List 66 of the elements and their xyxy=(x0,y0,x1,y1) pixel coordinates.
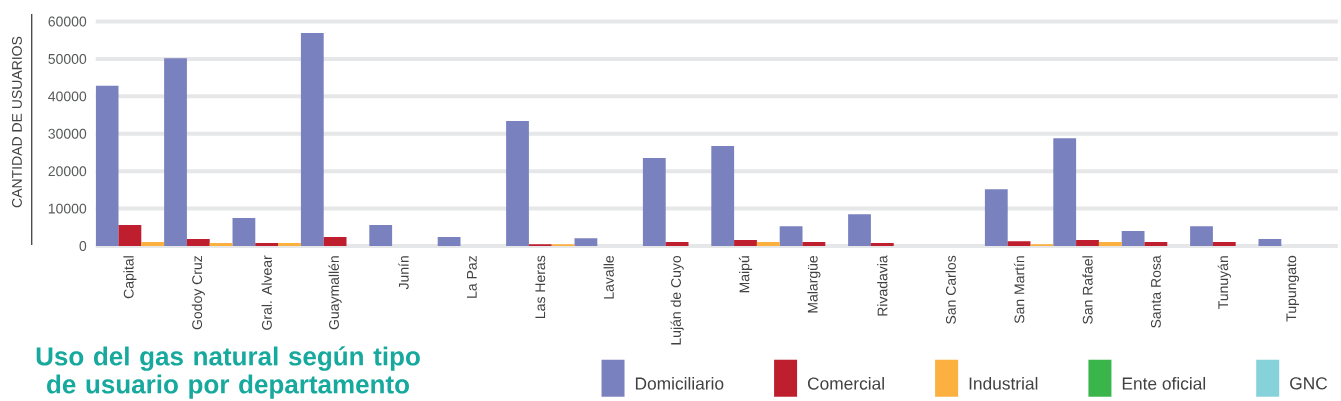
x-tick-label: Godoy Cruz xyxy=(191,256,205,330)
bar xyxy=(1098,241,1122,246)
legend-label: Ente oficial xyxy=(1122,376,1206,390)
x-tick-label: Tupungato xyxy=(1286,255,1299,322)
bar xyxy=(506,121,529,246)
bar xyxy=(186,238,210,246)
bar xyxy=(95,85,119,246)
x-tick-label: Las Heras xyxy=(535,255,546,318)
x-tick-label: San Martín xyxy=(1013,256,1025,324)
x-tick-label: Malargüe xyxy=(807,255,821,313)
bar xyxy=(711,146,735,246)
bar xyxy=(870,243,894,246)
x-tick-label: Santa Rosa xyxy=(1150,255,1161,328)
x-tick-label: Lavalle xyxy=(603,255,614,299)
bar xyxy=(209,243,233,246)
bar xyxy=(1258,238,1282,246)
bar xyxy=(756,241,780,246)
text: Uso del gas natural según tipo de usuario por departamento xyxy=(36,346,420,399)
y-axis-title: CANTIDAD DE USUARIOS xyxy=(12,36,22,208)
y-tick-label: 10000 xyxy=(48,203,87,214)
x-tick-label: Tunuyán xyxy=(1217,256,1231,309)
y-tick-label: 50000 xyxy=(48,53,87,64)
bar xyxy=(848,214,871,246)
x-tick-label: Capital xyxy=(123,256,137,299)
bar xyxy=(323,237,347,246)
x-tick-label: Maipú xyxy=(738,256,753,293)
legend-label: GNC xyxy=(1290,377,1328,390)
x-tick-label: San Rafael xyxy=(1082,256,1093,324)
bar xyxy=(734,240,757,246)
bar xyxy=(574,238,598,246)
bar xyxy=(642,158,666,246)
legend-label: Industrial xyxy=(969,376,1038,390)
bar xyxy=(369,225,393,246)
x-tick-label: La Paz xyxy=(467,256,477,298)
bar xyxy=(1053,138,1077,246)
bar xyxy=(984,189,1008,246)
bar xyxy=(278,243,301,246)
bar xyxy=(665,241,689,246)
x-tick-label: Junín xyxy=(398,256,409,290)
x-tick-label: Rivadavia xyxy=(877,255,888,316)
y-tick-label: 30000 xyxy=(48,128,87,139)
bar xyxy=(164,58,187,246)
x-tick-label: Luján de Cuyo xyxy=(670,255,684,345)
bar xyxy=(232,217,256,246)
bar xyxy=(118,225,142,246)
bar xyxy=(255,243,279,246)
bar xyxy=(141,241,165,246)
bar xyxy=(1007,241,1031,246)
legend-label: Comercial xyxy=(807,376,884,390)
y-tick-label: 0 xyxy=(79,241,87,251)
bar xyxy=(1212,241,1236,246)
x-tick-label: San Carlos xyxy=(945,255,956,324)
bar xyxy=(802,241,826,246)
x-tick-label: Guaymallén xyxy=(328,256,342,330)
bar xyxy=(437,237,461,246)
y-tick-label: 20000 xyxy=(48,166,87,177)
legend-label: Domiciliario xyxy=(635,376,724,390)
bar xyxy=(1121,231,1145,246)
bar xyxy=(1190,226,1213,246)
bar xyxy=(300,33,324,246)
x-tick-label: Gral. Alvear xyxy=(261,255,272,330)
bar xyxy=(779,226,803,246)
y-tick-label: 60000 xyxy=(48,16,87,27)
bar xyxy=(1076,240,1099,246)
bar xyxy=(1144,241,1168,246)
y-tick-label: 40000 xyxy=(48,91,87,102)
